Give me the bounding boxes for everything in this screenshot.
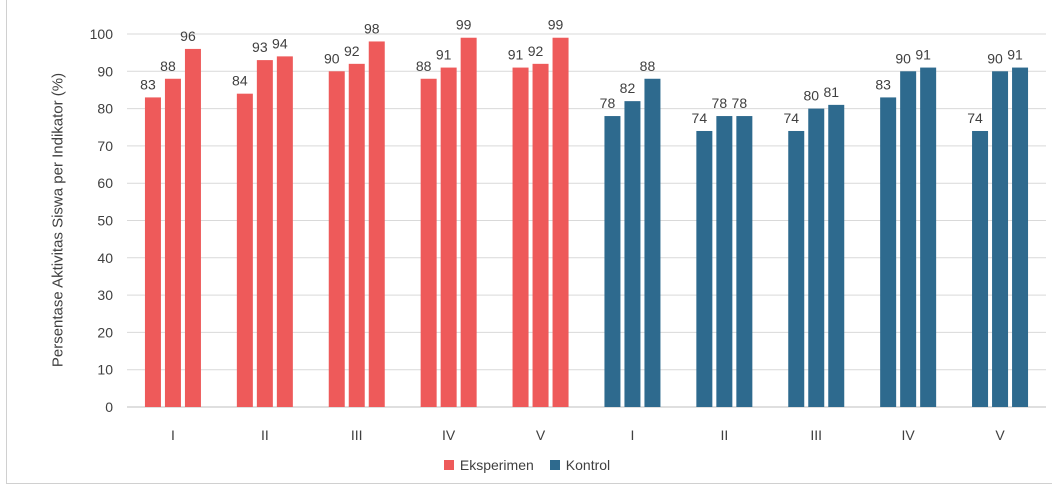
bar xyxy=(184,48,201,408)
data-label: 90 xyxy=(324,50,340,66)
data-label: 92 xyxy=(528,43,544,59)
bar xyxy=(992,71,1009,408)
data-label: 94 xyxy=(272,35,288,51)
data-label: 80 xyxy=(803,88,819,104)
legend-item-kontrol: Kontrol xyxy=(549,457,611,473)
data-label: 90 xyxy=(895,50,911,66)
data-label: 78 xyxy=(712,95,728,111)
bar xyxy=(440,67,457,407)
bar xyxy=(696,130,713,408)
data-label: 78 xyxy=(600,95,616,111)
data-label: 99 xyxy=(456,17,472,33)
bar xyxy=(644,78,661,407)
bar xyxy=(880,97,897,407)
x-tick-label: IV xyxy=(902,427,916,443)
y-tick-label: 60 xyxy=(97,175,113,191)
legend: Eksperimen Kontrol xyxy=(0,457,1054,473)
bar xyxy=(368,41,385,408)
bar xyxy=(236,93,253,408)
bar xyxy=(532,63,549,408)
data-label: 98 xyxy=(364,20,380,36)
bar xyxy=(828,104,845,408)
bar xyxy=(328,71,345,408)
y-tick-label: 20 xyxy=(97,324,113,340)
bar xyxy=(920,67,937,407)
bar xyxy=(604,116,621,407)
legend-item-eksperimen: Eksperimen xyxy=(443,457,534,473)
legend-label-eksperimen: Eksperimen xyxy=(459,457,534,473)
data-label: 92 xyxy=(344,43,360,59)
bar xyxy=(716,116,733,407)
legend-swatch-eksperimen xyxy=(443,460,454,470)
bar xyxy=(420,78,437,407)
data-label: 88 xyxy=(640,58,656,74)
bar xyxy=(1012,67,1029,407)
data-label: 83 xyxy=(140,76,156,92)
y-tick-label: 100 xyxy=(90,26,114,42)
bar xyxy=(164,78,181,407)
y-tick-label: 30 xyxy=(97,287,113,303)
data-label: 88 xyxy=(160,58,176,74)
x-tick-label: III xyxy=(351,427,363,443)
data-label: 78 xyxy=(732,95,748,111)
y-tick-label: 90 xyxy=(97,63,113,79)
legend-swatch-kontrol xyxy=(549,460,560,470)
data-label: 82 xyxy=(620,80,636,96)
data-label: 91 xyxy=(915,47,931,63)
data-label: 91 xyxy=(436,47,452,63)
data-label: 93 xyxy=(252,39,268,55)
x-tick-label: I xyxy=(171,427,175,443)
y-tick-label: 10 xyxy=(97,362,113,378)
bar xyxy=(276,56,293,407)
bar xyxy=(900,71,917,408)
data-label: 91 xyxy=(1007,47,1023,63)
y-tick-label: 70 xyxy=(97,138,113,154)
x-tick-label: I xyxy=(631,427,635,443)
bar xyxy=(624,101,641,407)
data-label: 81 xyxy=(823,84,839,100)
x-tick-label: V xyxy=(995,427,1005,443)
data-label: 96 xyxy=(180,28,196,44)
bar xyxy=(808,108,825,407)
data-label: 74 xyxy=(967,110,983,126)
x-tick-label: V xyxy=(536,427,546,443)
x-tick-label: IV xyxy=(442,427,456,443)
bar xyxy=(460,37,477,407)
data-label: 91 xyxy=(508,47,524,63)
chart-frame xyxy=(6,0,1052,484)
y-tick-label: 40 xyxy=(97,250,113,266)
data-label: 84 xyxy=(232,73,248,89)
bar xyxy=(552,37,569,407)
x-tick-label: II xyxy=(720,427,728,443)
data-label: 74 xyxy=(783,110,799,126)
legend-label-kontrol: Kontrol xyxy=(565,457,611,473)
bar xyxy=(736,116,753,407)
bar xyxy=(788,130,805,408)
y-tick-label: 80 xyxy=(97,101,113,117)
bar xyxy=(144,97,161,407)
bar xyxy=(256,60,273,408)
data-label: 74 xyxy=(692,110,708,126)
data-label: 99 xyxy=(548,17,564,33)
data-label: 88 xyxy=(416,58,432,74)
bar xyxy=(348,63,365,408)
y-tick-label: 0 xyxy=(105,399,113,415)
x-tick-label: II xyxy=(261,427,269,443)
y-tick-label: 50 xyxy=(97,213,113,229)
data-label: 90 xyxy=(987,50,1003,66)
bar xyxy=(972,130,989,408)
x-tick-label: III xyxy=(810,427,822,443)
data-label: 83 xyxy=(875,76,891,92)
bar xyxy=(512,67,529,407)
